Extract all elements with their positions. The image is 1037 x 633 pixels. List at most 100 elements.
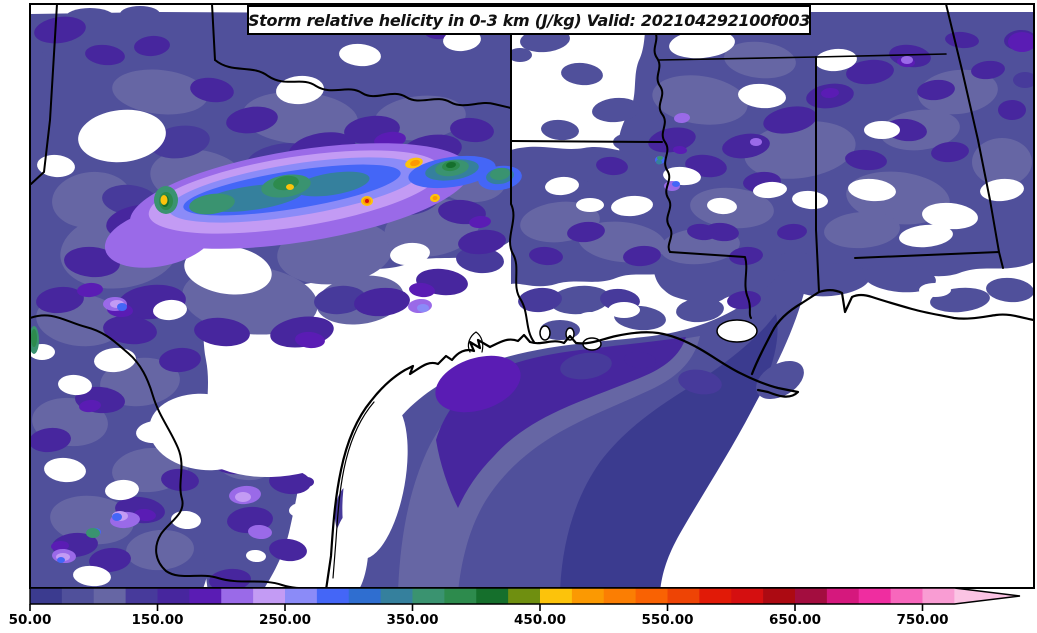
field-blob: [674, 112, 690, 124]
field-blob: [971, 60, 1005, 80]
field-blob: [390, 242, 430, 266]
state-borders: [31, 5, 1033, 588]
field-blob: [153, 299, 187, 321]
field-blob: [777, 223, 807, 241]
colorbar-segment: [93, 588, 127, 604]
colorbar-segment: [667, 588, 700, 604]
field-blob: [669, 29, 735, 59]
border-coastline-ms-al-fl: [750, 289, 1033, 376]
field-blob: [648, 127, 696, 153]
field-blob: [73, 565, 111, 587]
field-blob: [848, 178, 896, 202]
field-blob: [120, 6, 160, 22]
field-blob: [792, 190, 828, 210]
colorbar-tick-label: 450.00: [514, 612, 566, 628]
colorbar-segment: [189, 588, 222, 604]
field-blob: [790, 263, 870, 297]
colorbar-segment: [731, 588, 764, 604]
border-alabama-florida: [854, 251, 1004, 269]
field-blob: [89, 547, 131, 573]
field-blob: [77, 282, 103, 298]
colorbar-segment: [221, 588, 254, 604]
colorbar-segment: [412, 588, 445, 604]
field-blob: [657, 156, 663, 160]
field-blob: [815, 48, 857, 72]
field-blob: [159, 347, 201, 373]
field-blob: [592, 97, 640, 123]
field-blob: [469, 215, 491, 229]
field-blob: [656, 159, 662, 165]
field-blob: [673, 145, 687, 155]
field-blob: [576, 198, 604, 212]
colorbar-tick-label: 550.00: [641, 612, 693, 628]
field-blob: [260, 464, 280, 476]
field-blob: [31, 427, 71, 453]
border-texas-arkansas-louisiana: [509, 107, 535, 343]
field-blob: [435, 355, 521, 413]
title-text: Storm relative helicity in 0-3 km (J/kg)…: [247, 10, 811, 30]
field-blob: [57, 557, 65, 563]
colorbar-segment: [348, 588, 382, 604]
field-blob: [931, 141, 969, 163]
colorbar-segment: [125, 588, 158, 604]
colorbar-segment: [61, 588, 95, 604]
field-blob: [354, 287, 410, 317]
colorbar-segment: [699, 588, 732, 604]
field-blob: [432, 195, 438, 201]
field-blob: [52, 171, 132, 229]
field-blob: [624, 351, 656, 369]
field-blob: [687, 223, 717, 241]
colorbar-segment: [795, 588, 828, 604]
field-blob: [623, 245, 661, 267]
field-blob: [972, 138, 1032, 186]
field-blob: [864, 263, 936, 293]
field-blob: [775, 252, 815, 272]
field-blob: [611, 195, 653, 217]
field-blob: [44, 457, 86, 483]
field-blob: [339, 43, 381, 67]
colorbar-segment: [858, 588, 892, 604]
field-blob: [744, 121, 856, 179]
field-blob: [750, 138, 762, 146]
field-blob: [456, 246, 504, 274]
field-blob: [134, 35, 170, 57]
field-blob: [112, 513, 122, 521]
title-box: Storm relative helicity in 0-3 km (J/kg)…: [247, 5, 811, 35]
field-blob: [707, 197, 737, 215]
colorbar-segment: [571, 588, 605, 604]
field-blob: [136, 420, 174, 444]
field-blob: [286, 184, 294, 190]
field-blob: [727, 290, 761, 310]
field-blob: [51, 540, 69, 552]
colorbar-arrow: [954, 588, 1020, 604]
field-blob: [821, 87, 839, 99]
field-blob: [922, 202, 978, 230]
colorbar-tick-label: 350.00: [386, 612, 438, 628]
field-blob: [365, 199, 369, 203]
field-blob: [919, 283, 951, 297]
field-blob: [417, 304, 429, 312]
field-blob: [160, 195, 168, 205]
field-blob: [149, 393, 261, 471]
colorbar-segment: [922, 588, 955, 604]
field-blob: [845, 149, 887, 171]
field-blob: [529, 246, 563, 266]
lake: [716, 319, 758, 343]
field-blob: [112, 69, 208, 115]
colorbar-segment: [603, 588, 637, 604]
field-blob: [36, 286, 84, 314]
field-blob: [31, 329, 37, 347]
border-rio-grande: [31, 314, 323, 588]
colorbar-tick-label: 750.00: [896, 612, 948, 628]
colorbar-segment: [540, 588, 573, 604]
border-new-mexico-texas: [31, 5, 58, 185]
field-blob: [235, 492, 251, 502]
field-blob: [242, 91, 358, 145]
colorbar-segment: [316, 588, 350, 604]
field-blob: [899, 224, 953, 248]
colorbar: 50.00 150.00 250.00 350.00 450.00 550.00 650.0…: [9, 587, 1021, 628]
colorbar-segment: [826, 588, 860, 604]
field-blob: [409, 282, 435, 298]
field-blob: [986, 277, 1033, 303]
